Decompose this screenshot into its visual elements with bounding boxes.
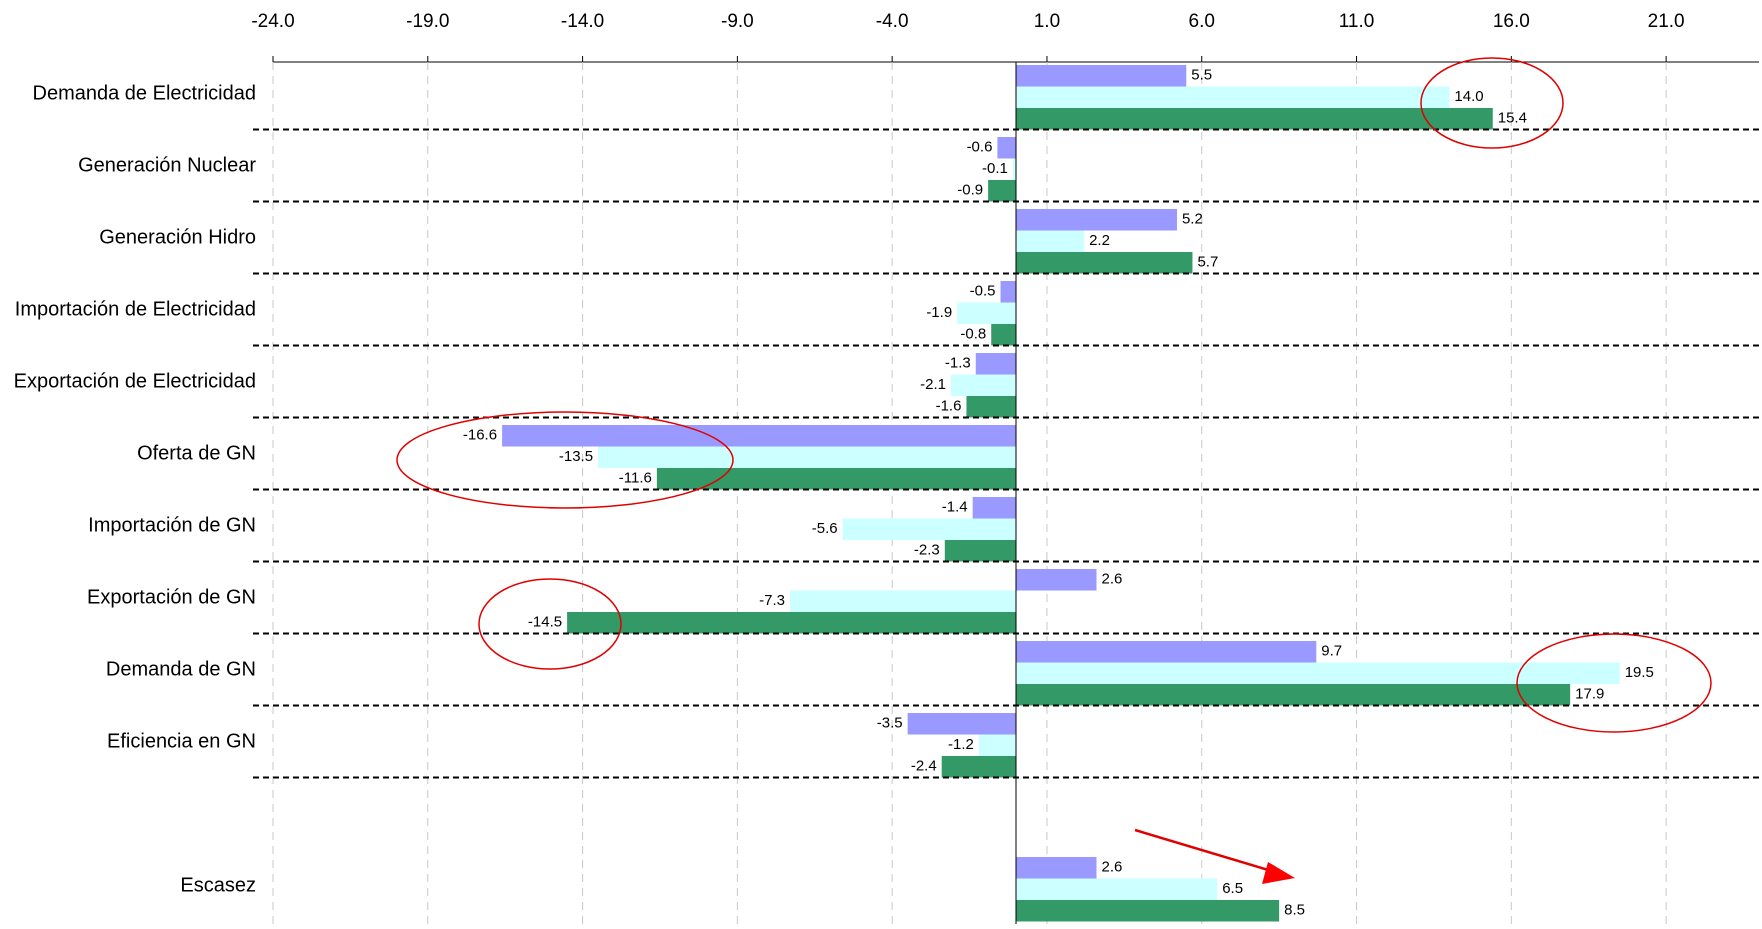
value-label: 8.5 xyxy=(1284,902,1305,919)
y-tick-label: Exportación de GN xyxy=(87,586,256,608)
value-label: -0.9 xyxy=(957,182,983,199)
y-tick-label: Importación de Electricidad xyxy=(15,298,256,320)
value-label: -1.6 xyxy=(936,398,962,415)
y-tick-label: Generación Hidro xyxy=(99,226,256,248)
bar xyxy=(656,468,1016,490)
bar xyxy=(1016,641,1317,663)
value-label: 5.2 xyxy=(1182,211,1203,228)
bar xyxy=(991,324,1016,346)
x-tick-label: -14.0 xyxy=(561,11,604,32)
bar xyxy=(966,396,1016,418)
bar xyxy=(1016,65,1187,87)
value-label: -2.4 xyxy=(911,758,937,775)
bar xyxy=(1016,230,1085,252)
value-label: 15.4 xyxy=(1498,110,1527,127)
value-label: -0.8 xyxy=(960,326,986,343)
value-label: -0.1 xyxy=(982,160,1008,177)
value-label: -11.6 xyxy=(619,470,652,487)
highlight-ellipse xyxy=(1516,633,1712,733)
y-tick-label: Escasez xyxy=(180,874,256,896)
bar xyxy=(957,302,1016,324)
value-label: -5.6 xyxy=(812,520,838,537)
value-label: -16.6 xyxy=(463,427,497,444)
bar xyxy=(941,756,1016,778)
value-label: -1.9 xyxy=(926,304,952,321)
x-tick-label: 21.0 xyxy=(1648,11,1685,32)
bar xyxy=(1000,281,1016,303)
value-label: 14.0 xyxy=(1454,88,1483,105)
bar xyxy=(1016,900,1280,922)
y-tick-label: Importación de GN xyxy=(88,514,256,536)
value-label: -1.2 xyxy=(948,736,974,753)
value-label: -2.3 xyxy=(914,542,940,559)
value-label: -0.6 xyxy=(967,139,993,156)
highlight-ellipse xyxy=(396,411,734,509)
bar xyxy=(1016,569,1097,591)
bar xyxy=(502,425,1016,447)
value-label: 5.7 xyxy=(1197,254,1218,271)
bar xyxy=(1016,878,1218,900)
y-tick-label: Oferta de GN xyxy=(137,442,256,464)
arrow-shaft xyxy=(1134,828,1276,874)
bar xyxy=(1016,662,1620,684)
bar xyxy=(907,713,1016,735)
bar xyxy=(975,353,1016,375)
y-tick-label: Generación Nuclear xyxy=(78,154,256,176)
value-label: -14.5 xyxy=(528,614,562,631)
plot: -24.0 -19.0 -14.0 -9.0 -4.0 1.0 6.0 11.0 16.0 21.… xyxy=(14,11,1759,926)
highlight-ellipse xyxy=(478,578,622,670)
value-label: -2.1 xyxy=(920,376,946,393)
bar xyxy=(1016,684,1571,706)
x-tick-label: 1.0 xyxy=(1034,11,1060,32)
x-tick-label: -19.0 xyxy=(406,11,449,32)
y-tick-label: Demanda de Electricidad xyxy=(33,82,256,104)
x-tick-label: 11.0 xyxy=(1339,11,1375,32)
bar xyxy=(950,374,1016,396)
bar xyxy=(978,734,1016,756)
value-label: 2.6 xyxy=(1101,571,1122,588)
y-tick-label: Eficiencia en GN xyxy=(107,730,256,752)
bar xyxy=(790,590,1016,612)
x-tick-label: -9.0 xyxy=(721,11,754,32)
x-tick-label: 6.0 xyxy=(1189,11,1215,32)
value-label: 19.5 xyxy=(1625,664,1654,681)
x-tick-label: -4.0 xyxy=(876,11,909,32)
x-tick-label: -24.0 xyxy=(251,11,294,32)
arrow-head xyxy=(1262,862,1295,884)
value-label: 6.5 xyxy=(1222,880,1243,897)
y-tick-label: Demanda de GN xyxy=(106,658,256,680)
bar xyxy=(842,518,1016,540)
bar xyxy=(997,137,1016,159)
value-label: -1.4 xyxy=(942,499,968,516)
bar xyxy=(1016,108,1493,130)
highlight-ellipse xyxy=(1420,57,1564,149)
value-label: -13.5 xyxy=(559,448,593,465)
bar xyxy=(1016,252,1193,274)
y-tick-label: Exportación de Electricidad xyxy=(14,370,256,392)
bar xyxy=(1012,158,1016,180)
bar xyxy=(988,180,1016,202)
value-label: -0.5 xyxy=(970,283,996,300)
x-tick-label: 16.0 xyxy=(1493,11,1530,32)
value-label: -1.3 xyxy=(945,355,971,372)
bar xyxy=(1016,86,1450,108)
value-label: 17.9 xyxy=(1575,686,1604,703)
value-label: 5.5 xyxy=(1191,67,1212,84)
value-label: 2.2 xyxy=(1089,232,1110,249)
bar xyxy=(944,540,1016,562)
bar xyxy=(1016,209,1177,231)
bar xyxy=(598,446,1016,468)
bar xyxy=(567,612,1016,634)
bar xyxy=(1016,857,1097,879)
annotations xyxy=(396,57,1712,884)
value-label: -7.3 xyxy=(759,592,785,609)
value-label: 2.6 xyxy=(1101,859,1122,876)
bar xyxy=(972,497,1016,519)
value-label: 9.7 xyxy=(1321,643,1342,660)
value-label: -3.5 xyxy=(877,715,903,732)
